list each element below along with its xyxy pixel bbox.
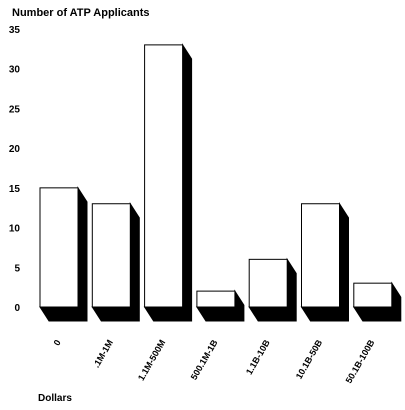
category-label: 1.1M-500M: [136, 338, 167, 382]
y-axis-ticks: 0 5 10 15 20 25 30 35: [9, 25, 21, 314]
bar-face: [301, 203, 340, 308]
bar-face: [91, 203, 131, 308]
y-tick-label: 35: [9, 25, 21, 36]
bar-face: [144, 44, 184, 308]
y-tick-label: 10: [9, 224, 21, 235]
bar-face: [196, 290, 236, 308]
category-label: 0: [52, 338, 63, 347]
category-label: 50.1B-100B: [344, 338, 377, 385]
y-tick-label: 20: [9, 144, 21, 155]
category-label: 500.1M-1B: [189, 338, 220, 382]
y-tick-label: 15: [9, 184, 21, 195]
category-labels: 0 .1M-1M 1.1M-500M 500.1M-1B 1.1B-10B 10.1B-5…: [52, 338, 377, 385]
category-label: 10.1B-50B: [294, 338, 325, 381]
bar: [195, 289, 245, 322]
category-label: 1.1B-10B: [244, 338, 272, 377]
x-axis-label: Dollars: [38, 393, 72, 404]
bar-face: [39, 187, 79, 308]
bar: [300, 202, 349, 322]
bar: [39, 186, 88, 322]
bar-face: [353, 282, 393, 308]
bar: [352, 281, 402, 322]
y-tick-label: 0: [14, 303, 20, 314]
bar-face: [248, 258, 288, 308]
bar: [248, 257, 297, 322]
y-axis-label: Number of ATP Applicants: [12, 7, 150, 19]
bars: [39, 43, 402, 322]
bar: [91, 202, 140, 322]
y-tick-label: 25: [9, 104, 21, 115]
bar: [143, 43, 193, 322]
category-label: .1M-1M: [91, 338, 115, 369]
y-tick-label: 5: [14, 263, 20, 274]
y-tick-label: 30: [9, 65, 21, 76]
